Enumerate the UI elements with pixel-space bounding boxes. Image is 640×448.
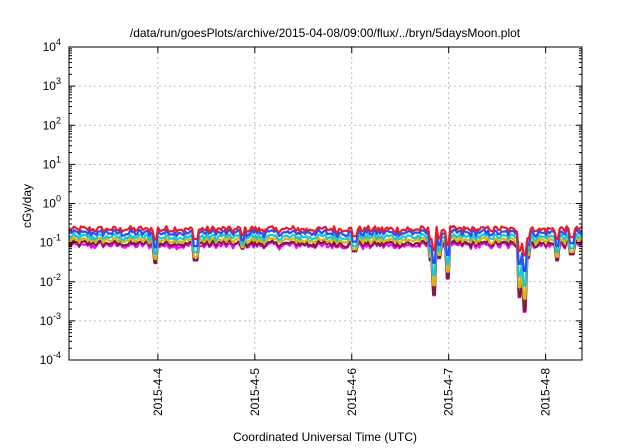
series-layer (68, 224, 583, 313)
x-axis-label: Coordinated Universal Time (UTC) (233, 430, 417, 444)
y-tick-label: 102 (43, 115, 61, 132)
x-axis: 2015-4-4 2015-4-5 2015-4-6 2015-4-7 2015-4-8 (151, 47, 553, 416)
series-line (68, 235, 583, 300)
y-axis: 10-4 10-3 10-2 10-1 100 101 102 103 104 (40, 37, 582, 367)
y-tick-label: 100 (43, 194, 61, 211)
y-tick-label: 10-2 (40, 272, 61, 289)
series-line (68, 239, 583, 312)
y-axis-label: cGy/day (20, 184, 34, 228)
y-tick-label: 101 (43, 154, 61, 171)
series-line (68, 224, 583, 257)
y-tick-label: 10-4 (40, 350, 61, 367)
series-line (68, 228, 583, 272)
y-tick-label: 103 (43, 76, 61, 93)
y-tick-label: 10-3 (40, 311, 61, 328)
series-line (68, 232, 583, 287)
y-tick-label: 10-1 (40, 233, 61, 250)
x-tick-label: 2015-4-4 (151, 368, 165, 416)
chart-title: /data/run/goesPlots/archive/2015-04-08/0… (130, 26, 521, 40)
x-tick-label: 2015-4-8 (539, 368, 553, 416)
y-tick-label: 104 (43, 37, 61, 54)
grid-lines (69, 47, 582, 360)
x-tick-label: 2015-4-6 (345, 368, 359, 416)
series-line (68, 240, 583, 313)
x-tick-label: 2015-4-5 (248, 368, 262, 416)
x-tick-label: 2015-4-7 (442, 368, 456, 416)
